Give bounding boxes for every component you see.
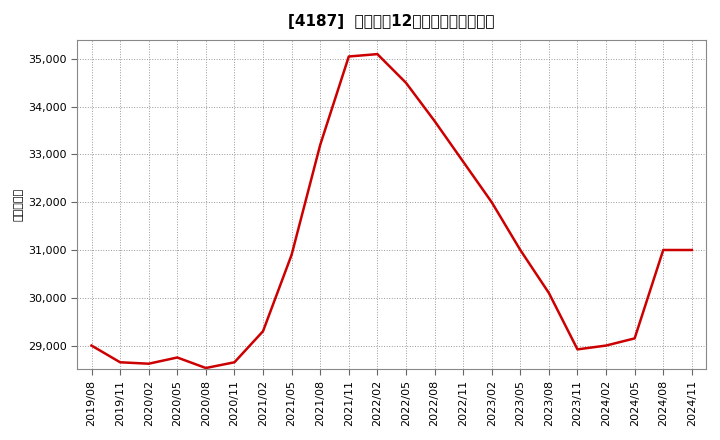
Y-axis label: （百万円）: （百万円） <box>14 188 24 221</box>
Title: [4187]  売上高の12か月移動合計の推移: [4187] 売上高の12か月移動合計の推移 <box>289 14 495 29</box>
